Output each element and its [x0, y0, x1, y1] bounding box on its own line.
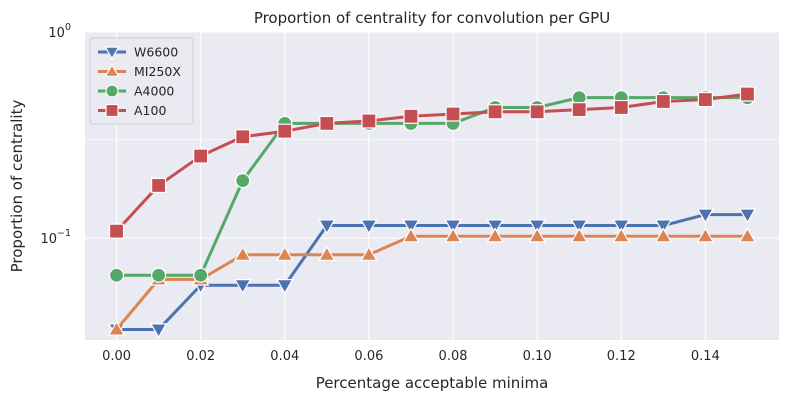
data-point-w6600: [444, 219, 462, 235]
data-point-mi250x: [360, 245, 378, 261]
data-point-w6600: [149, 323, 168, 339]
x-axis-label: Percentage acceptable minima: [316, 374, 549, 392]
x-tick-label: 0.14: [691, 349, 720, 364]
data-point-mi250x: [738, 227, 757, 243]
series-line-a100: [115, 92, 748, 233]
legend-box: [89, 37, 194, 125]
data-point-a100: [697, 91, 713, 108]
legend-marker-a100: [105, 103, 119, 118]
data-point-a100: [277, 123, 293, 139]
series-a100: [108, 86, 756, 239]
data-point-a100: [655, 93, 671, 110]
series-line-mi250x: [115, 234, 748, 331]
data-point-a100: [108, 223, 125, 239]
legend-label-a100: A100: [134, 103, 166, 118]
data-point-w6600: [486, 219, 504, 235]
data-point-a4000: [108, 267, 125, 283]
data-point-w6600: [612, 219, 631, 235]
y-axis-label: Proportion of centrality: [8, 100, 26, 273]
legend-label-w6600: W6600: [134, 45, 178, 60]
data-point-a4000: [151, 267, 167, 283]
data-point-mi250x: [486, 227, 504, 243]
x-tick-label: 0.06: [354, 349, 383, 364]
y-tick-label: 100: [48, 22, 71, 41]
data-point-a100: [571, 102, 587, 118]
data-point-mi250x: [528, 227, 546, 243]
data-point-a100: [445, 106, 461, 122]
series-w6600: [107, 208, 757, 339]
y-tick-label: 10−1: [40, 228, 71, 247]
data-point-w6600: [654, 219, 673, 235]
data-point-w6600: [318, 219, 336, 235]
data-point-w6600: [233, 279, 252, 295]
legend-label-mi250x: MI250X: [134, 64, 181, 79]
data-point-a100: [151, 177, 167, 194]
data-point-mi250x: [276, 245, 294, 261]
data-point-a100: [193, 148, 209, 164]
data-point-w6600: [360, 219, 378, 235]
data-point-mi250x: [107, 320, 126, 336]
data-point-a100: [403, 108, 419, 124]
x-tick-label: 0.08: [439, 349, 468, 364]
data-point-mi250x: [654, 227, 673, 243]
data-point-w6600: [276, 279, 294, 295]
data-point-a100: [487, 104, 503, 120]
legend-marker-a4000: [105, 84, 119, 98]
legend-marker-mi250x: [104, 63, 120, 77]
data-point-mi250x: [696, 227, 715, 243]
data-point-mi250x: [318, 245, 336, 261]
x-tick-label: 0.10: [523, 349, 552, 364]
x-tick-label: 0.12: [607, 349, 636, 364]
data-point-w6600: [738, 208, 757, 224]
tick-labels: 0.00 0.02 0.04 0.06 0.08 0.10 0.12 0.14 100 10−1: [40, 22, 719, 364]
chart-title: Proportion of centrality for convolution…: [254, 9, 610, 27]
data-point-w6600: [402, 219, 420, 235]
legend-marker-w6600: [104, 46, 120, 60]
data-point-a100: [235, 129, 251, 145]
series-line-w6600: [116, 213, 748, 331]
data-point-mi250x: [612, 227, 631, 243]
series-line-a4000: [116, 96, 748, 277]
data-point-mi250x: [402, 227, 420, 243]
data-point-mi250x: [233, 245, 252, 261]
x-tick-label: 0.02: [186, 349, 215, 364]
data-point-a100: [739, 86, 756, 102]
legend: W6600 MI250X A4000 A100: [89, 37, 194, 125]
data-point-w6600: [528, 219, 546, 235]
data-point-w6600: [570, 219, 588, 235]
data-point-a100: [529, 104, 545, 120]
data-point-a100: [361, 113, 377, 129]
data-point-a100: [613, 99, 629, 116]
data-point-a4000: [235, 173, 251, 189]
data-point-mi250x: [444, 227, 462, 243]
data-point-a4000: [193, 267, 209, 283]
legend-label-a4000: A4000: [134, 84, 174, 99]
data-point-w6600: [696, 208, 715, 224]
x-tick-label: 0.00: [102, 349, 131, 364]
data-point-mi250x: [570, 227, 588, 243]
series-layer: [107, 86, 757, 339]
data-point-a100: [319, 115, 335, 132]
x-tick-label: 0.04: [270, 349, 299, 364]
